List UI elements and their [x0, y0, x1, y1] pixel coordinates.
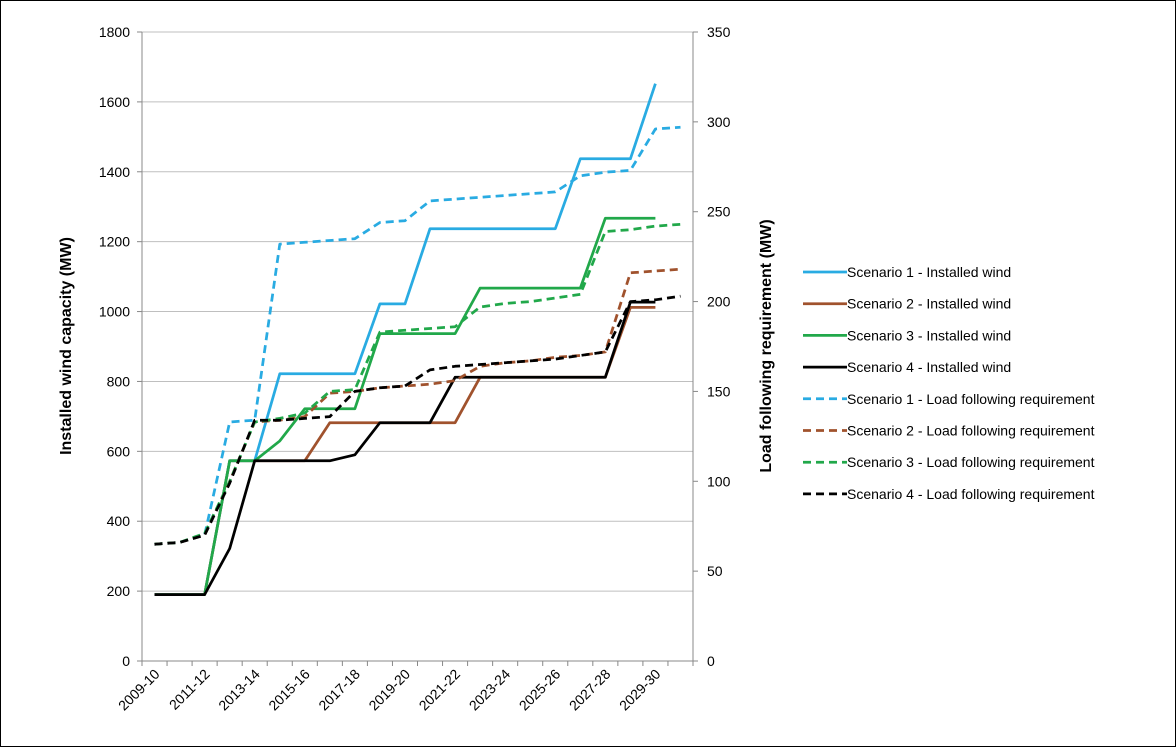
- legend-label: Scenario 3 - Installed wind: [847, 327, 1011, 343]
- series-line-1: [154, 83, 657, 596]
- series-line-8: [154, 294, 681, 546]
- series-line-5: [154, 125, 681, 546]
- x-tick-label: 2019-20: [365, 666, 413, 714]
- gridlines: [142, 31, 693, 592]
- legend-label: Scenario 2 - Installed wind: [847, 296, 1011, 312]
- y2-tick-label: 150: [707, 383, 731, 399]
- y-tick-label: 1200: [99, 234, 130, 250]
- legend-label: Scenario 4 - Installed wind: [847, 359, 1011, 375]
- legend: Scenario 1 - Installed wind Scenario 2 - …: [803, 264, 1095, 502]
- x-tick-label: 2011-12: [166, 666, 213, 713]
- y2-tick-label: 50: [707, 563, 723, 579]
- legend-label: Scenario 1 - Load following requirement: [847, 391, 1095, 407]
- x-tick-label: 2023-24: [466, 666, 514, 714]
- y2-tick-label: 200: [707, 294, 731, 310]
- legend-label: Scenario 4 - Load following requirement: [847, 486, 1095, 502]
- y2-tick-label: 250: [707, 204, 731, 220]
- x-tick-label: 2009-10: [115, 666, 163, 714]
- legend-label: Scenario 1 - Installed wind: [847, 264, 1011, 280]
- legend-label: Scenario 3 - Load following requirement: [847, 454, 1095, 470]
- x-tick-label: 2021-22: [416, 666, 464, 714]
- y-tick-label: 1000: [99, 304, 130, 320]
- x-tick-label: 2015-16: [265, 666, 313, 714]
- series-line-3: [154, 216, 656, 596]
- y-tick-label: 1800: [99, 24, 130, 40]
- y-tick-label: 600: [107, 443, 131, 459]
- y2-tick-label: 100: [707, 473, 731, 489]
- y-tick-label: 1600: [99, 94, 130, 110]
- x-tick-label: 2025-26: [516, 666, 564, 714]
- y-tick-label: 200: [107, 583, 131, 599]
- y-tick-label: 400: [107, 513, 131, 529]
- series-lines: [154, 83, 681, 596]
- y2-tick-label: 350: [707, 24, 731, 40]
- legend-label: Scenario 2 - Load following requirement: [847, 423, 1095, 439]
- x-tick-label: 2017-18: [315, 666, 363, 714]
- x-tick-label: 2013-14: [215, 666, 263, 714]
- series-line-7: [154, 222, 681, 546]
- x-tick-label: 2029-30: [616, 666, 664, 714]
- y2-tick-label: 0: [707, 653, 715, 669]
- y-tick-label: 0: [122, 653, 130, 669]
- y2-axis-title: Load following requirement (MW): [758, 219, 775, 472]
- axes: 0 200 400 600 800 1000 1200 1400 1600 1800 0 50 100 1…: [99, 24, 731, 713]
- y-axis-title: Installed wind capacity (MW): [58, 237, 75, 455]
- y-tick-label: 800: [107, 373, 131, 389]
- y-tick-label: 1400: [99, 164, 130, 180]
- y2-tick-label: 300: [707, 114, 731, 130]
- series-line-6: [154, 267, 681, 546]
- x-tick-label: 2027-28: [566, 666, 614, 714]
- series-line-4: [154, 300, 656, 596]
